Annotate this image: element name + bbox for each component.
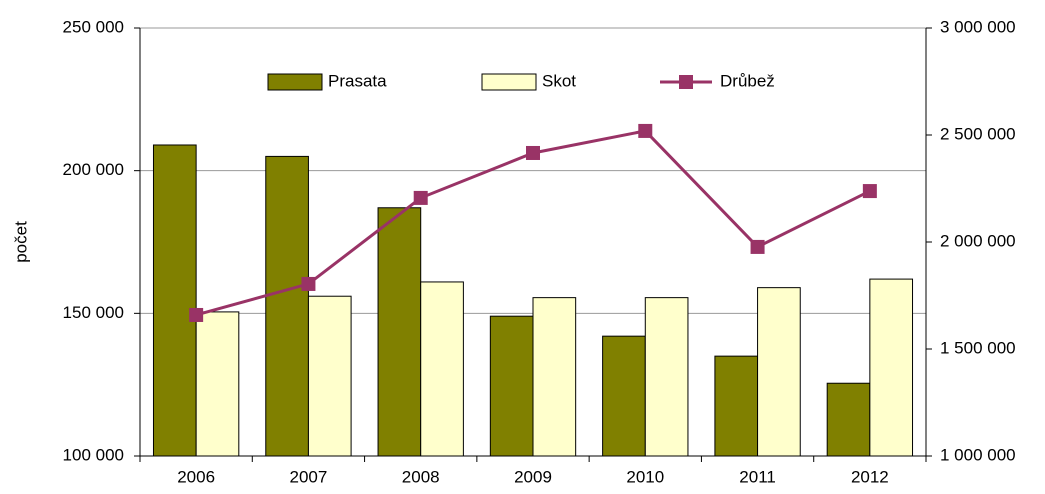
x-tick-label: 2007 — [290, 467, 328, 486]
x-tick-label: 2009 — [514, 467, 552, 486]
y2-tick-label: 1 000 000 — [940, 445, 1016, 464]
legend-label: Drůbež — [720, 71, 775, 90]
marker — [301, 276, 316, 291]
legend-label: Prasata — [328, 71, 387, 90]
y-tick-label: 100 000 — [63, 445, 124, 464]
y2-tick-label: 2 000 000 — [940, 231, 1016, 250]
bar — [420, 281, 464, 457]
marker — [526, 145, 540, 160]
marker — [750, 239, 765, 254]
bar — [757, 287, 801, 457]
marker — [189, 307, 204, 322]
legend-marker — [679, 75, 693, 89]
y2-tick-label: 1 500 000 — [940, 338, 1016, 357]
bar — [265, 155, 309, 457]
y-tick-label: 150 000 — [63, 303, 124, 322]
bar — [869, 278, 914, 457]
x-tick-label: 2010 — [626, 467, 664, 486]
x-tick-label: 2012 — [851, 467, 889, 486]
legend-swatch — [267, 73, 323, 91]
marker — [413, 190, 428, 205]
y2-tick-label: 2 500 000 — [940, 124, 1016, 143]
y-axis-label: počet — [11, 221, 30, 263]
legend-label: Skot — [542, 71, 576, 90]
bar — [195, 311, 240, 457]
y2-tick-label: 3 000 000 — [940, 17, 1016, 36]
bar — [307, 295, 352, 457]
x-tick-label: 2008 — [402, 467, 440, 486]
x-tick-label: 2011 — [739, 467, 776, 486]
marker — [638, 123, 653, 138]
bar — [826, 382, 871, 457]
bar — [377, 207, 422, 457]
bar — [489, 315, 534, 457]
marker — [862, 184, 877, 199]
y-tick-label: 200 000 — [63, 160, 124, 179]
bar — [644, 297, 689, 457]
y-tick-label: 250 000 — [63, 17, 124, 36]
bar — [532, 297, 577, 457]
legend-swatch — [481, 73, 537, 91]
bar — [714, 355, 759, 457]
bar — [152, 144, 197, 457]
bar — [602, 335, 646, 457]
x-tick-label: 2006 — [177, 467, 215, 486]
